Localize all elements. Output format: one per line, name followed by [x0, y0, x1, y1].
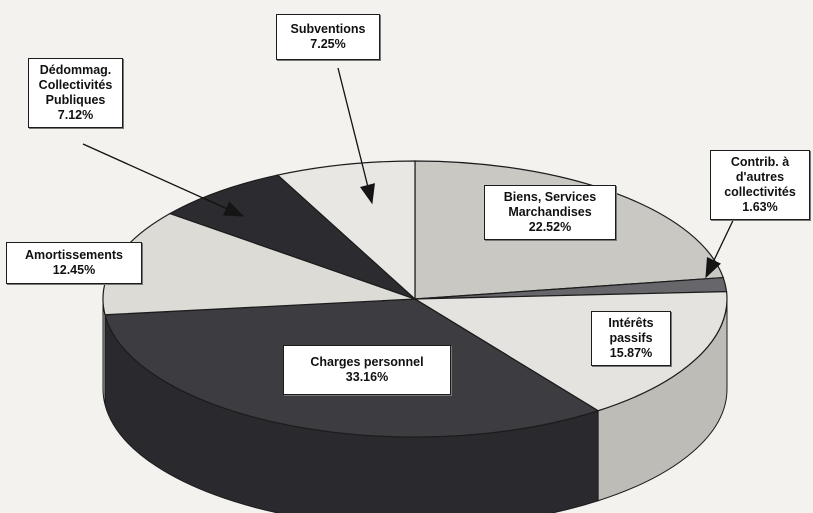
slice-label-charges: Charges personnel 33.16% — [283, 345, 451, 395]
slice-label-contrib: Contrib. à d'autres collectivités 1.63% — [710, 150, 810, 220]
slice-label-biens: Biens, Services Marchandises 22.52% — [484, 185, 616, 240]
slice-label-amortissements: Amortissements 12.45% — [6, 242, 142, 284]
pie-arrows — [82, 67, 739, 279]
slice-label-dedommag: Dédommag. Collectivités Publiques 7.12% — [28, 58, 123, 128]
pie-tops — [102, 160, 728, 438]
pie-slice-subventions — [276, 160, 416, 301]
arrow-dedommag — [82, 143, 245, 217]
arrow-subventions — [337, 67, 375, 205]
slice-label-subventions: Subventions 7.25% — [276, 14, 380, 60]
slice-label-interets: Intérêts passifs 15.87% — [591, 311, 671, 366]
arrow-contrib — [705, 209, 739, 279]
